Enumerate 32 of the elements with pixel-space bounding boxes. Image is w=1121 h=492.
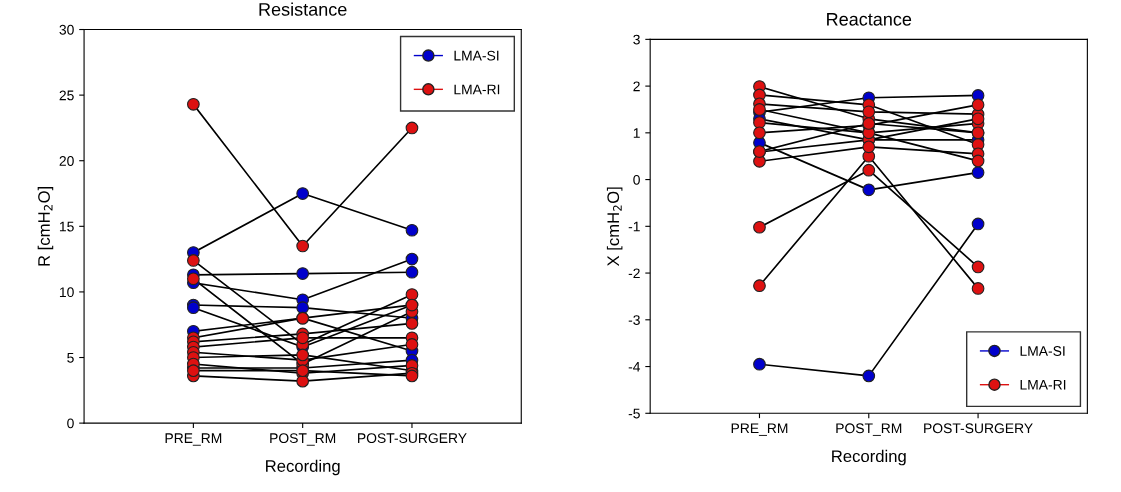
x-tick-label: POST_RM [270, 433, 336, 446]
chart-title: Reactance [827, 13, 912, 26]
y-tick-label: 3 [633, 34, 640, 45]
y-tick-label: -4 [628, 362, 641, 372]
y-tick-label: 0 [67, 418, 74, 429]
y-tick-label: -2 [628, 268, 640, 279]
legend-label: LMA-RI [454, 84, 500, 95]
y-tick-label: 0 [633, 174, 640, 185]
x-axis-title: Recording [832, 449, 906, 466]
legend-label: LMA-RI [1020, 380, 1066, 390]
legend-label: LMA-SI [454, 50, 499, 61]
x-axis-title: Recording [266, 459, 340, 476]
legend-label: LMA-SI [1020, 346, 1065, 356]
y-tick-label: 1 [633, 128, 640, 138]
y-tick-label: 30 [59, 24, 74, 35]
y-tick-label: 5 [67, 353, 74, 363]
y-tick-label: -1 [628, 221, 640, 232]
y-axis-title: X [cmH$_{2}$O] [606, 187, 623, 267]
x-tick-label: PRE_RM [165, 433, 222, 446]
y-tick-label: -5 [628, 408, 640, 419]
y-tick-label: 2 [633, 81, 640, 92]
y-tick-label: 15 [59, 221, 74, 232]
x-tick-label: PRE_RM [731, 423, 788, 436]
chart-title: Resistance [259, 2, 347, 16]
x-tick-label: POST-SURGERY [924, 423, 1033, 434]
x-tick-label: POST_RM [836, 423, 902, 436]
y-tick-label: 20 [59, 156, 74, 166]
y-tick-label: 10 [59, 287, 74, 298]
y-tick-label: -3 [628, 315, 640, 325]
y-axis-title: R [cmH$_{2}$O] [37, 186, 54, 266]
y-tick-label: 25 [59, 90, 74, 101]
x-tick-label: POST-SURGERY [358, 433, 467, 444]
